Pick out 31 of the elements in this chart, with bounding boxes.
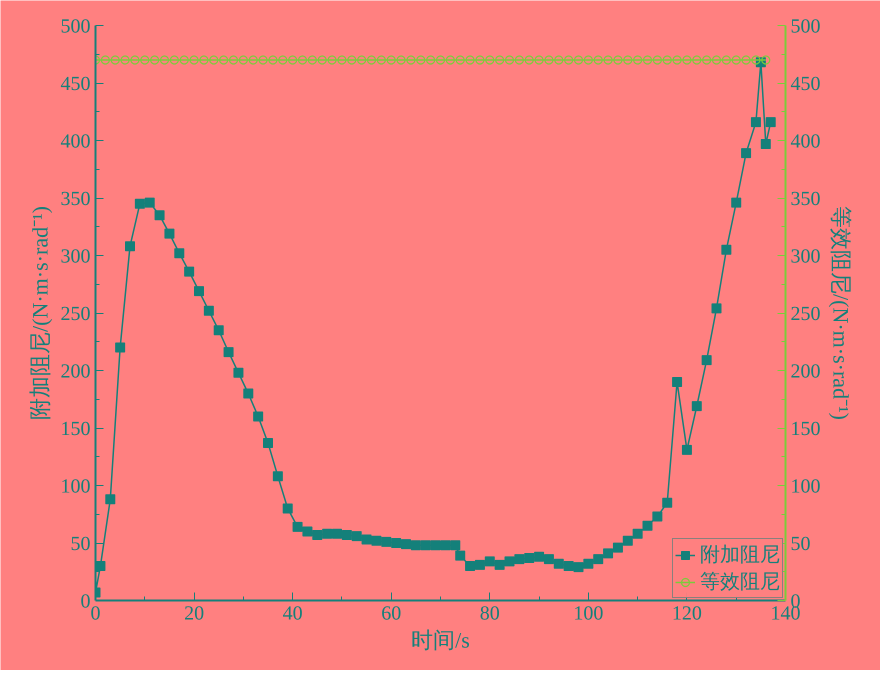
x-axis-title: 时间/s — [411, 628, 470, 652]
y-tick-label: 100 — [60, 476, 90, 498]
y-tick-label: 450 — [60, 73, 90, 95]
legend-label: 等效阻尼 — [700, 570, 780, 595]
y2-tick-label: 350 — [790, 188, 820, 210]
y-tick-label: 150 — [60, 418, 90, 440]
x-tick-label: 120 — [672, 602, 702, 624]
y2-tick-label: 500 — [790, 16, 820, 38]
y2-tick-label: 250 — [790, 303, 820, 325]
y-tick-label: 350 — [60, 188, 90, 210]
x-tick-label: 100 — [573, 602, 604, 624]
y-tick-label: 250 — [60, 303, 90, 325]
x-tick-label: 40 — [282, 602, 303, 624]
legend-label: 附加阻尼 — [700, 543, 780, 568]
y2-tick-label: 150 — [790, 418, 820, 440]
y-tick-label: 50 — [70, 533, 90, 555]
y2-tick-label: 450 — [790, 73, 820, 95]
x-tick-label: 80 — [480, 602, 500, 624]
y-tick-label: 500 — [60, 16, 90, 38]
y-tick-label: 400 — [60, 130, 90, 152]
y-tick-label: 200 — [60, 360, 90, 382]
y-tick-label: 300 — [60, 246, 90, 268]
y-axis-title: 附加阻尼/(N·m·s·rad⁻¹) — [28, 206, 52, 420]
y2-tick-label: 100 — [790, 476, 820, 498]
y2-tick-label: 400 — [790, 130, 820, 152]
y2-tick-label: 200 — [790, 360, 820, 382]
y2-tick-label: 300 — [790, 246, 820, 268]
y2-tick-label: 50 — [790, 533, 810, 555]
x-tick-label: 20 — [184, 602, 204, 624]
x-tick-label: 60 — [381, 602, 402, 624]
y2-axis-title: 等效阻尼/(N·m·s·rad⁻¹) — [828, 206, 854, 420]
